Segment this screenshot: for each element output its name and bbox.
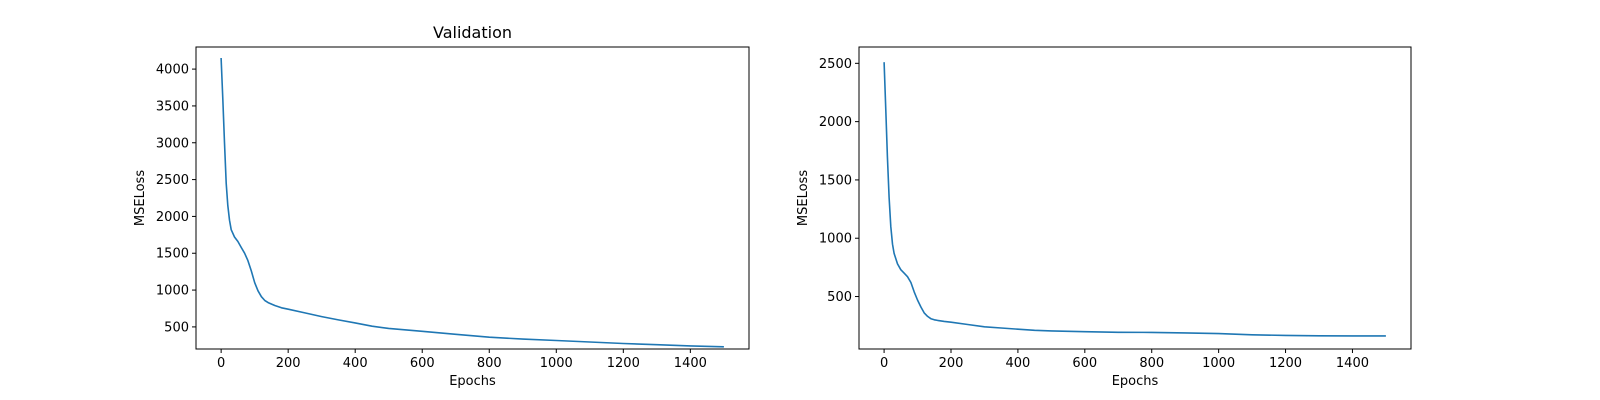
x-tick-label: 1200 [607,356,640,371]
x-axis-label: Epochs [449,374,496,389]
x-tick-label: 1400 [1336,356,1369,371]
y-tick-label: 1500 [156,247,189,262]
y-axis-label: MSELoss [796,170,811,226]
x-tick-label: 600 [410,356,435,371]
axes-frame [195,46,750,350]
y-tick-label: 3500 [156,99,189,114]
y-tick-label: 2500 [156,173,189,188]
x-tick-label: 800 [1139,356,1164,371]
y-tick-label: 500 [164,320,189,335]
chart-validation: Validation 0 200 400 600 800 1000 1200 1400 500 10… [133,23,750,389]
x-tick-label: 1000 [540,356,573,371]
y-tick-label: 2000 [156,210,189,225]
x-axis-label: Epochs [1112,374,1159,389]
x-tick-label: 1200 [1269,356,1302,371]
y-tick-label: 3000 [156,136,189,151]
y-tick-label: 500 [827,290,852,305]
x-tick-label: 600 [1072,356,1097,371]
x-tick-label: 1400 [674,356,707,371]
x-tick-label: 400 [343,356,368,371]
y-tick-label: 1000 [819,232,852,247]
chart-title: Validation [433,23,512,42]
y-tick-label: 4000 [156,63,189,78]
x-tick-label: 400 [1005,356,1030,371]
loss-line [220,57,724,348]
y-tick-label: 2000 [819,115,852,130]
y-tick-label: 2500 [819,57,852,72]
x-tick-label: 1000 [1202,356,1235,371]
y-tick-label: 1500 [819,173,852,188]
y-axis-label: MSELoss [133,170,148,226]
y-tick-label: 1000 [156,284,189,299]
x-tick-label: 0 [217,356,225,371]
chart-right: 0 200 400 600 800 1000 1200 1400 500 1000 1500 2000… [796,46,1412,389]
x-tick-label: 0 [880,356,888,371]
x-tick-label: 200 [939,356,964,371]
x-tick-label: 800 [477,356,502,371]
loss-line [883,62,1386,337]
axes-frame [858,46,1412,350]
x-tick-label: 200 [276,356,301,371]
